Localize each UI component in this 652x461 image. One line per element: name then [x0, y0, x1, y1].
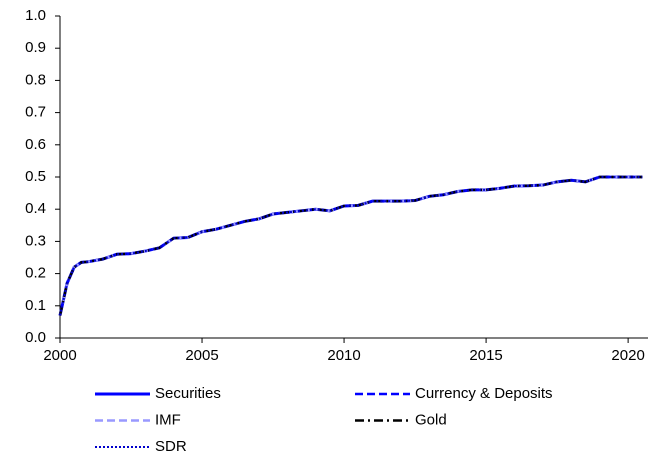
y-tick-label: 0.2 — [25, 265, 46, 282]
y-tick-label: 0.6 — [25, 136, 46, 153]
y-tick-label: 0.4 — [25, 200, 46, 217]
legend-label: IMF — [155, 411, 181, 428]
x-tick-label: 2015 — [469, 347, 502, 364]
y-tick-label: 0.9 — [25, 39, 46, 56]
series-line — [58, 175, 643, 316]
legend-label: SDR — [155, 438, 187, 455]
series-line — [58, 175, 643, 316]
series-line — [58, 175, 643, 316]
y-tick-label: 0.7 — [25, 104, 46, 121]
y-tick-label: 0.0 — [25, 329, 46, 346]
y-tick-label: 1.0 — [25, 7, 46, 24]
y-tick-label: 0.1 — [25, 297, 46, 314]
y-tick-label: 0.3 — [25, 232, 46, 249]
legend-label: Securities — [155, 385, 221, 402]
y-tick-label: 0.8 — [25, 71, 46, 88]
series-line — [58, 175, 643, 316]
x-tick-label: 2005 — [185, 347, 218, 364]
legend-label: Currency & Deposits — [415, 385, 553, 402]
x-tick-label: 2020 — [611, 347, 644, 364]
x-tick-label: 2010 — [327, 347, 360, 364]
y-tick-label: 0.5 — [25, 168, 46, 185]
legend-label: Gold — [415, 411, 447, 428]
series-line — [59, 176, 643, 316]
x-tick-label: 2000 — [43, 347, 76, 364]
